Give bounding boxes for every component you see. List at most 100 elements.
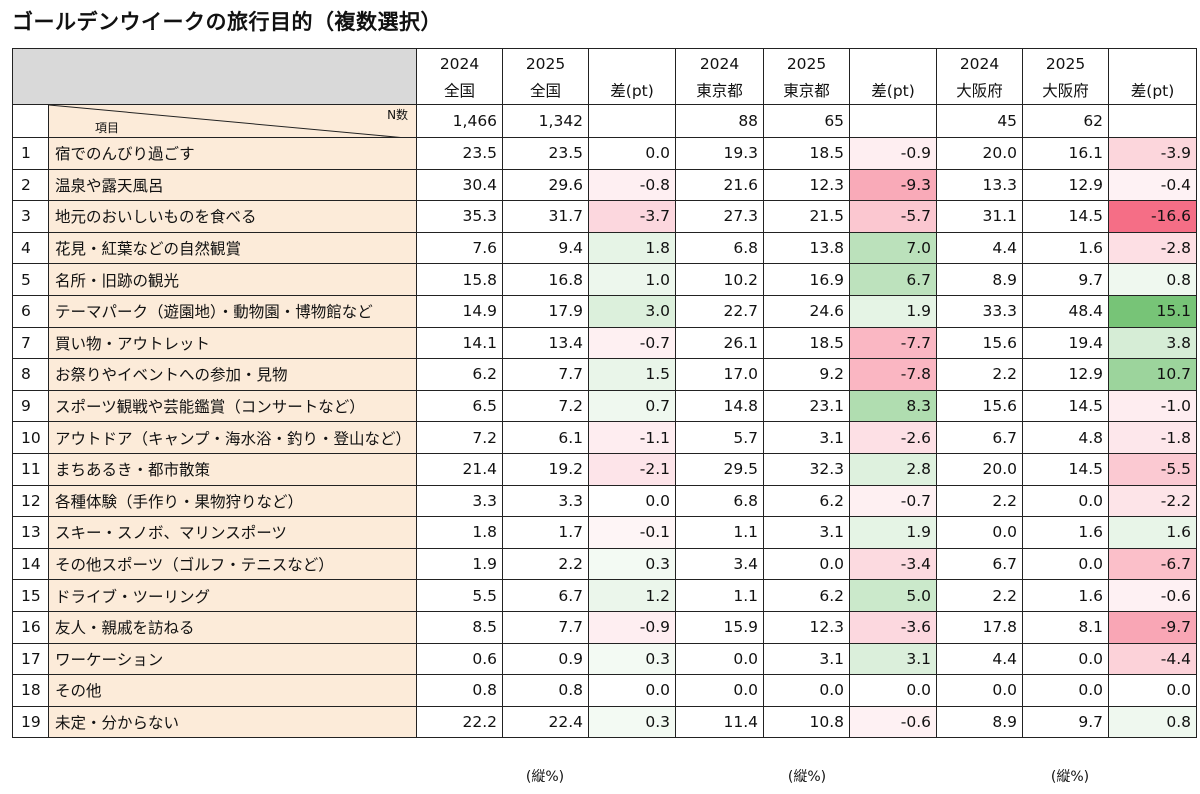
diff-cell: 1.2 — [588, 579, 677, 612]
value-cell: 0.0 — [936, 516, 1024, 549]
value-cell: 3.3 — [416, 484, 504, 518]
row-number: 6 — [12, 294, 49, 328]
diff-cell: 0.3 — [588, 642, 677, 676]
diff-cell: 1.8 — [588, 231, 677, 265]
value-cell: 1.1 — [675, 516, 765, 549]
n-value — [849, 104, 938, 138]
table-row: 9 スポーツ観戦や芸能鑑賞（コンサートなど） 6.5 7.2 0.7 14.8 23.1 8.… — [12, 389, 1198, 423]
value-cell: 14.9 — [416, 294, 504, 328]
region-header: 東京都 — [675, 76, 765, 105]
value-cell: 2.2 — [936, 358, 1024, 391]
value-cell: 6.2 — [416, 358, 504, 391]
row-number: 1 — [12, 137, 49, 170]
value-cell: 11.4 — [675, 705, 765, 739]
table-row: 11 まちあるき・都市散策 21.4 19.2 -2.1 29.5 32.3 2.8 20.0 1… — [12, 452, 1198, 486]
value-cell: 0.8 — [416, 674, 504, 707]
n-value: 45 — [936, 104, 1024, 138]
value-cell: 15.9 — [675, 610, 765, 644]
value-cell: 13.8 — [763, 231, 851, 265]
diff-cell: -3.4 — [849, 547, 938, 581]
value-cell: 19.3 — [675, 137, 765, 170]
diff-cell: -0.8 — [588, 168, 677, 202]
value-cell: 7.2 — [502, 389, 590, 423]
diff-cell: 1.5 — [588, 358, 677, 391]
value-cell: 21.5 — [763, 200, 851, 233]
value-cell: 21.6 — [675, 168, 765, 202]
table-row: 17 ワーケーション 0.6 0.9 0.3 0.0 3.1 3.1 4.4 0.0 -4.4 — [12, 642, 1198, 676]
n-row: 項目 N数 1,466 1,342 88 65 45 62 — [12, 104, 1198, 138]
value-cell: 21.4 — [416, 452, 504, 486]
value-cell: 32.3 — [763, 452, 851, 486]
value-cell: 0.0 — [675, 674, 765, 707]
n-value: 1,342 — [502, 104, 590, 138]
diff-cell: -3.9 — [1108, 137, 1198, 170]
value-cell: 9.2 — [763, 358, 851, 391]
diff-cell: -0.6 — [1108, 579, 1198, 612]
year-header: 2025 — [1022, 48, 1110, 77]
diff-cell: 0.3 — [588, 547, 677, 581]
row-number: 9 — [12, 389, 49, 423]
value-cell: 6.1 — [502, 421, 590, 454]
value-cell: 19.4 — [1022, 326, 1110, 360]
diff-cell: -5.7 — [849, 200, 938, 233]
value-cell: 2.2 — [502, 547, 590, 581]
value-cell: 12.3 — [763, 168, 851, 202]
diff-cell: 3.8 — [1108, 326, 1198, 360]
value-cell: 33.3 — [936, 294, 1024, 328]
table-row: 18 その他 0.8 0.8 0.0 0.0 0.0 0.0 0.0 0.0 0.0 — [12, 674, 1198, 707]
diff-cell: 15.1 — [1108, 294, 1198, 328]
value-cell: 20.0 — [936, 452, 1024, 486]
header-region-row: 全国 全国 差(pt) 東京都 東京都 差(pt) 大阪府 大阪府 差(pt) — [13, 76, 1198, 105]
year-header — [588, 48, 677, 77]
value-cell: 1.6 — [1022, 231, 1110, 265]
diff-cell: -1.0 — [1108, 389, 1198, 423]
table-row: 5 名所・旧跡の観光 15.8 16.8 1.0 10.2 16.9 6.7 8.9 9.7 0.8 — [12, 263, 1198, 296]
year-header — [1108, 48, 1198, 77]
year-header: 2025 — [763, 48, 851, 77]
value-cell: 4.8 — [1022, 421, 1110, 454]
value-cell: 1.7 — [502, 516, 590, 549]
value-cell: 29.5 — [675, 452, 765, 486]
diff-cell: 6.7 — [849, 263, 938, 296]
diff-cell: -2.8 — [1108, 231, 1198, 265]
diff-cell: 7.0 — [849, 231, 938, 265]
value-cell: 4.4 — [936, 231, 1024, 265]
row-number: 2 — [12, 168, 49, 202]
value-cell: 0.8 — [502, 674, 590, 707]
diff-cell: 0.7 — [588, 389, 677, 423]
diff-cell: 0.0 — [588, 137, 677, 170]
value-cell: 7.6 — [416, 231, 504, 265]
diff-cell: -0.1 — [588, 516, 677, 549]
diff-cell: 0.8 — [1108, 263, 1198, 296]
row-item-label: 買い物・アウトレット — [47, 326, 418, 360]
row-number: 15 — [12, 579, 49, 612]
row-number: 3 — [12, 200, 49, 233]
year-header — [849, 48, 938, 77]
diff-cell: 1.9 — [849, 294, 938, 328]
value-cell: 3.4 — [675, 547, 765, 581]
n-value: 1,466 — [416, 104, 504, 138]
diff-cell: 8.3 — [849, 389, 938, 423]
value-cell: 31.1 — [936, 200, 1024, 233]
value-cell: 0.0 — [1022, 547, 1110, 581]
value-cell: 22.4 — [502, 705, 590, 739]
table-row: 3 地元のおいしいものを食べる 35.3 31.7 -3.7 27.3 21.5 -5.7 31… — [12, 200, 1198, 233]
diff-cell: 0.0 — [1108, 674, 1198, 707]
value-cell: 24.6 — [763, 294, 851, 328]
value-cell: 5.7 — [675, 421, 765, 454]
row-number: 13 — [12, 516, 49, 549]
value-cell: 3.3 — [502, 484, 590, 518]
year-header: 2025 — [502, 48, 590, 77]
value-cell: 17.8 — [936, 610, 1024, 644]
value-cell: 30.4 — [416, 168, 504, 202]
diagonal-divider — [49, 105, 396, 137]
value-cell: 31.7 — [502, 200, 590, 233]
value-cell: 3.1 — [763, 516, 851, 549]
diff-cell: 0.3 — [588, 705, 677, 739]
diff-cell: 3.1 — [849, 642, 938, 676]
table-body: 1 宿でのんびり過ごす 23.5 23.5 0.0 19.3 18.5 -0.9 20.0 16.… — [12, 137, 1198, 739]
diff-cell: -9.3 — [849, 168, 938, 202]
row-number: 10 — [12, 421, 49, 454]
value-cell: 13.3 — [936, 168, 1024, 202]
value-cell: 0.0 — [1022, 484, 1110, 518]
